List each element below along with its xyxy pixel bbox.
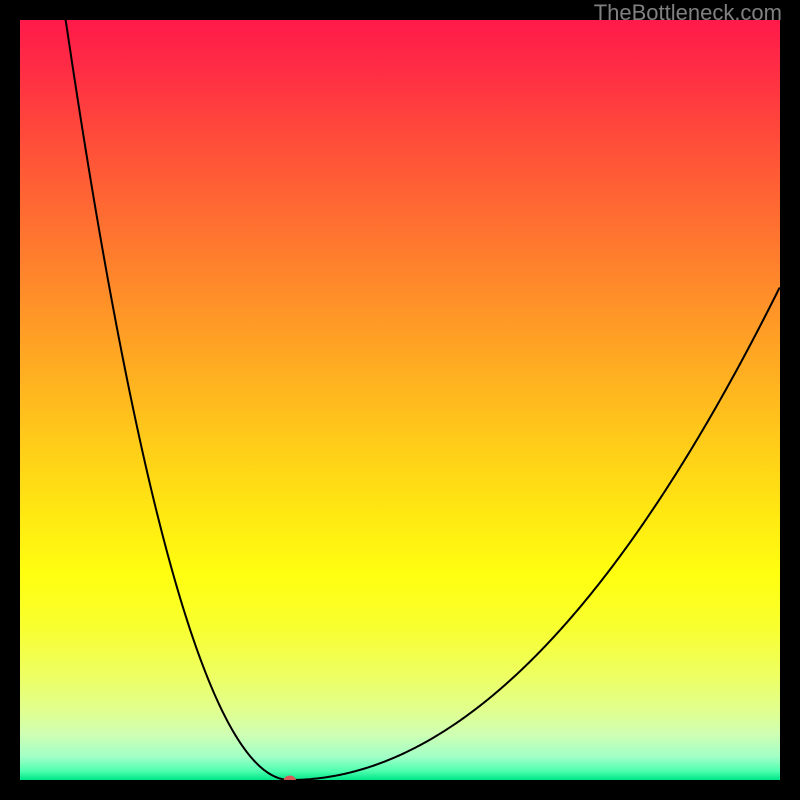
bottleneck-curve-chart: [20, 20, 780, 780]
gradient-background: [20, 20, 780, 780]
chart-frame: TheBottleneck.com: [0, 0, 800, 800]
watermark-text: TheBottleneck.com: [594, 0, 782, 26]
